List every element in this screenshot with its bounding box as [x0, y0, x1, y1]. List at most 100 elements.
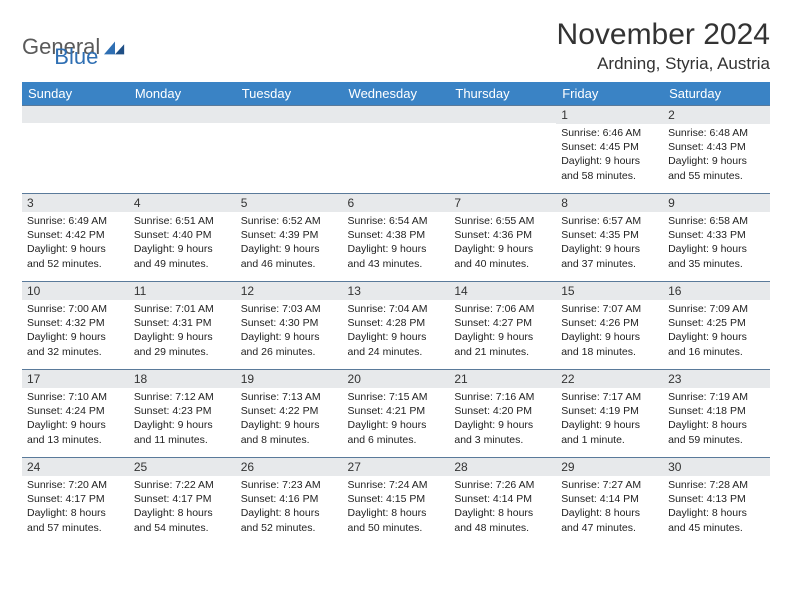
day-number: 8: [556, 193, 663, 212]
day-number: 9: [663, 193, 770, 212]
day-body: [449, 123, 556, 129]
sunset-text: Sunset: 4:21 PM: [348, 404, 445, 418]
calendar-cell: 11 Sunrise: 7:01 AMSunset: 4:31 PMDayligh…: [129, 281, 236, 369]
day-body: Sunrise: 7:17 AMSunset: 4:19 PMDaylight:…: [556, 388, 663, 451]
calendar-cell: 20Sunrise: 7:15 AMSunset: 4:21 PMDayligh…: [343, 369, 450, 457]
col-sunday: Sunday: [22, 82, 129, 105]
day-number: 25: [129, 457, 236, 476]
calendar-cell: [22, 105, 129, 193]
daylight-text: Daylight: 9 hours and 6 minutes.: [348, 418, 445, 446]
day-body: [129, 123, 236, 129]
day-number: 14: [449, 281, 556, 300]
day-number: 13: [343, 281, 450, 300]
sunset-text: Sunset: 4:33 PM: [668, 228, 765, 242]
day-number: 10: [22, 281, 129, 300]
sunrise-text: Sunrise: 6:52 AM: [241, 214, 338, 228]
calendar-cell: 14Sunrise: 7:06 AMSunset: 4:27 PMDayligh…: [449, 281, 556, 369]
sunset-text: Sunset: 4:45 PM: [561, 140, 658, 154]
day-number: 4: [129, 193, 236, 212]
month-title: November 2024: [557, 18, 770, 52]
col-monday: Monday: [129, 82, 236, 105]
day-number: 29: [556, 457, 663, 476]
day-body: Sunrise: 6:49 AMSunset: 4:42 PMDaylight:…: [22, 212, 129, 275]
sunrise-text: Sunrise: 7:01 AM: [134, 302, 231, 316]
day-body: Sunrise: 7:28 AMSunset: 4:13 PMDaylight:…: [663, 476, 770, 539]
sunset-text: Sunset: 4:38 PM: [348, 228, 445, 242]
calendar-cell: 10Sunrise: 7:00 AMSunset: 4:32 PMDayligh…: [22, 281, 129, 369]
daylight-text: Daylight: 9 hours and 35 minutes.: [668, 242, 765, 270]
sunset-text: Sunset: 4:30 PM: [241, 316, 338, 330]
calendar-cell: 29Sunrise: 7:27 AMSunset: 4:14 PMDayligh…: [556, 457, 663, 545]
daylight-text: Daylight: 8 hours and 47 minutes.: [561, 506, 658, 534]
sunset-text: Sunset: 4:32 PM: [27, 316, 124, 330]
sunset-text: Sunset: 4:17 PM: [134, 492, 231, 506]
calendar-cell: 8Sunrise: 6:57 AMSunset: 4:35 PMDaylight…: [556, 193, 663, 281]
calendar-row: 10Sunrise: 7:00 AMSunset: 4:32 PMDayligh…: [22, 281, 770, 369]
sunset-text: Sunset: 4:20 PM: [454, 404, 551, 418]
sunset-text: Sunset: 4:31 PM: [134, 316, 231, 330]
calendar-cell: 1Sunrise: 6:46 AMSunset: 4:45 PMDaylight…: [556, 105, 663, 193]
daylight-text: Daylight: 9 hours and 43 minutes.: [348, 242, 445, 270]
sunset-text: Sunset: 4:26 PM: [561, 316, 658, 330]
day-body: Sunrise: 7:09 AMSunset: 4:25 PMDaylight:…: [663, 300, 770, 363]
sunset-text: Sunset: 4:23 PM: [134, 404, 231, 418]
day-number: 27: [343, 457, 450, 476]
daylight-text: Daylight: 8 hours and 50 minutes.: [348, 506, 445, 534]
logo: General Blue: [22, 24, 98, 70]
day-number: 12: [236, 281, 343, 300]
calendar-cell: 3Sunrise: 6:49 AMSunset: 4:42 PMDaylight…: [22, 193, 129, 281]
calendar-cell: [236, 105, 343, 193]
day-body: Sunrise: 7:12 AMSunset: 4:23 PMDaylight:…: [129, 388, 236, 451]
sunrise-text: Sunrise: 7:23 AM: [241, 478, 338, 492]
daylight-text: Daylight: 8 hours and 52 minutes.: [241, 506, 338, 534]
day-body: [236, 123, 343, 129]
sunset-text: Sunset: 4:15 PM: [348, 492, 445, 506]
day-number: 11: [129, 281, 236, 300]
calendar-cell: 17Sunrise: 7:10 AMSunset: 4:24 PMDayligh…: [22, 369, 129, 457]
day-body: Sunrise: 7:04 AMSunset: 4:28 PMDaylight:…: [343, 300, 450, 363]
calendar-cell: 6Sunrise: 6:54 AMSunset: 4:38 PMDaylight…: [343, 193, 450, 281]
day-body: Sunrise: 7:10 AMSunset: 4:24 PMDaylight:…: [22, 388, 129, 451]
sunrise-text: Sunrise: 6:49 AM: [27, 214, 124, 228]
calendar-cell: 24 Sunrise: 7:20 AMSunset: 4:17 PMDayligh…: [22, 457, 129, 545]
daylight-text: Daylight: 8 hours and 45 minutes.: [668, 506, 765, 534]
calendar-body: 1Sunrise: 6:46 AMSunset: 4:45 PMDaylight…: [22, 105, 770, 545]
day-body: Sunrise: 6:57 AMSunset: 4:35 PMDaylight:…: [556, 212, 663, 275]
daylight-text: Daylight: 9 hours and 55 minutes.: [668, 154, 765, 182]
day-body: Sunrise: 7:03 AMSunset: 4:30 PMDaylight:…: [236, 300, 343, 363]
day-body: Sunrise: 7:27 AMSunset: 4:14 PMDaylight:…: [556, 476, 663, 539]
day-body: Sunrise: 7:22 AMSunset: 4:17 PMDaylight:…: [129, 476, 236, 539]
calendar-table: Sunday Monday Tuesday Wednesday Thursday…: [22, 82, 770, 545]
day-number: 7: [449, 193, 556, 212]
day-number: 24: [22, 457, 129, 476]
sunrise-text: Sunrise: 7:04 AM: [348, 302, 445, 316]
day-body: Sunrise: 7:06 AMSunset: 4:27 PMDaylight:…: [449, 300, 556, 363]
day-number: [343, 105, 450, 123]
sunrise-text: Sunrise: 7:20 AM: [27, 478, 124, 492]
calendar-cell: 12Sunrise: 7:03 AMSunset: 4:30 PMDayligh…: [236, 281, 343, 369]
day-body: Sunrise: 7:19 AMSunset: 4:18 PMDaylight:…: [663, 388, 770, 451]
col-friday: Friday: [556, 82, 663, 105]
calendar-cell: 15Sunrise: 7:07 AMSunset: 4:26 PMDayligh…: [556, 281, 663, 369]
daylight-text: Daylight: 8 hours and 54 minutes.: [134, 506, 231, 534]
day-body: Sunrise: 7:00 AMSunset: 4:32 PMDaylight:…: [22, 300, 129, 363]
daylight-text: Daylight: 9 hours and 58 minutes.: [561, 154, 658, 182]
calendar-cell: [449, 105, 556, 193]
calendar-cell: 4Sunrise: 6:51 AMSunset: 4:40 PMDaylight…: [129, 193, 236, 281]
day-body: Sunrise: 7:26 AMSunset: 4:14 PMDaylight:…: [449, 476, 556, 539]
sunset-text: Sunset: 4:17 PM: [27, 492, 124, 506]
col-thursday: Thursday: [449, 82, 556, 105]
daylight-text: Daylight: 8 hours and 48 minutes.: [454, 506, 551, 534]
day-body: [22, 123, 129, 129]
calendar-cell: 19Sunrise: 7:13 AMSunset: 4:22 PMDayligh…: [236, 369, 343, 457]
calendar-cell: 5Sunrise: 6:52 AMSunset: 4:39 PMDaylight…: [236, 193, 343, 281]
daylight-text: Daylight: 8 hours and 57 minutes.: [27, 506, 124, 534]
calendar-cell: 18Sunrise: 7:12 AMSunset: 4:23 PMDayligh…: [129, 369, 236, 457]
sunset-text: Sunset: 4:40 PM: [134, 228, 231, 242]
calendar-cell: 26Sunrise: 7:23 AMSunset: 4:16 PMDayligh…: [236, 457, 343, 545]
day-body: Sunrise: 6:58 AMSunset: 4:33 PMDaylight:…: [663, 212, 770, 275]
sunrise-text: Sunrise: 7:07 AM: [561, 302, 658, 316]
daylight-text: Daylight: 9 hours and 29 minutes.: [134, 330, 231, 358]
daylight-text: Daylight: 9 hours and 26 minutes.: [241, 330, 338, 358]
day-number: [236, 105, 343, 123]
